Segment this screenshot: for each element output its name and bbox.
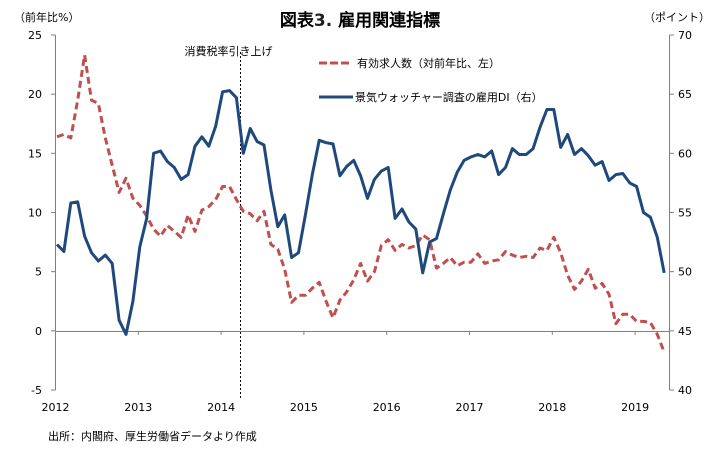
title-rest: 雇用関連指標 bbox=[332, 10, 440, 31]
series-line-watcher-di bbox=[55, 89, 666, 336]
legend-label-watcher-di: 景気ウォッチャー調査の雇用DI（右） bbox=[355, 90, 543, 104]
left-tick-label: 0 bbox=[35, 325, 42, 338]
right-tick-label: 40 bbox=[678, 384, 692, 397]
tax-hike-annotation: 消費税率引き上げ bbox=[185, 44, 273, 58]
legend-label-job-offers: 有効求人数（対前年比、左） bbox=[357, 56, 500, 70]
left-axis-unit: （前年比%） bbox=[14, 10, 79, 24]
right-tick-label: 55 bbox=[678, 207, 692, 220]
source-note: 出所：内閣府、厚生労働省データより作成 bbox=[48, 429, 257, 443]
x-tick-label: 2018 bbox=[538, 401, 566, 414]
x-tick-label: 2017 bbox=[456, 401, 484, 414]
left-tick-label: 10 bbox=[28, 207, 42, 220]
legend: 有効求人数（対前年比、左） 景気ウォッチャー調査の雇用DI（右） bbox=[319, 56, 543, 104]
x-tick-label: 2014 bbox=[207, 401, 235, 414]
x-tick-label: 2012 bbox=[42, 401, 70, 414]
x-tick-label: 2015 bbox=[290, 401, 318, 414]
right-tick-label: 70 bbox=[678, 29, 692, 42]
right-axis-ticks: 70 65 60 55 50 45 40 bbox=[669, 29, 692, 397]
right-tick-label: 65 bbox=[678, 88, 692, 101]
left-tick-label: -5 bbox=[31, 384, 42, 397]
left-tick-label: 20 bbox=[28, 88, 42, 101]
right-tick-label: 45 bbox=[678, 325, 692, 338]
right-axis-unit: （ポイント） bbox=[644, 11, 710, 24]
title-prefix: 図表 bbox=[280, 10, 315, 31]
series-line-job-offers bbox=[56, 53, 666, 353]
x-axis-ticks: 2012 2013 2014 2015 2016 2017 2018 2019 bbox=[42, 330, 649, 414]
left-tick-label: 15 bbox=[28, 147, 42, 160]
left-axis-ticks: 25 20 15 10 5 0 -5 bbox=[28, 29, 56, 397]
left-tick-label: 25 bbox=[28, 29, 42, 42]
x-tick-label: 2019 bbox=[621, 401, 649, 414]
series-layer bbox=[55, 53, 666, 353]
left-tick-label: 5 bbox=[35, 266, 42, 279]
x-tick-label: 2016 bbox=[373, 401, 401, 414]
chart-title: 図表3. 雇用関連指標 bbox=[280, 10, 440, 31]
x-tick-label: 2013 bbox=[124, 401, 152, 414]
right-tick-label: 60 bbox=[678, 147, 692, 160]
title-number: 3. bbox=[314, 11, 332, 31]
right-tick-label: 50 bbox=[678, 266, 692, 279]
